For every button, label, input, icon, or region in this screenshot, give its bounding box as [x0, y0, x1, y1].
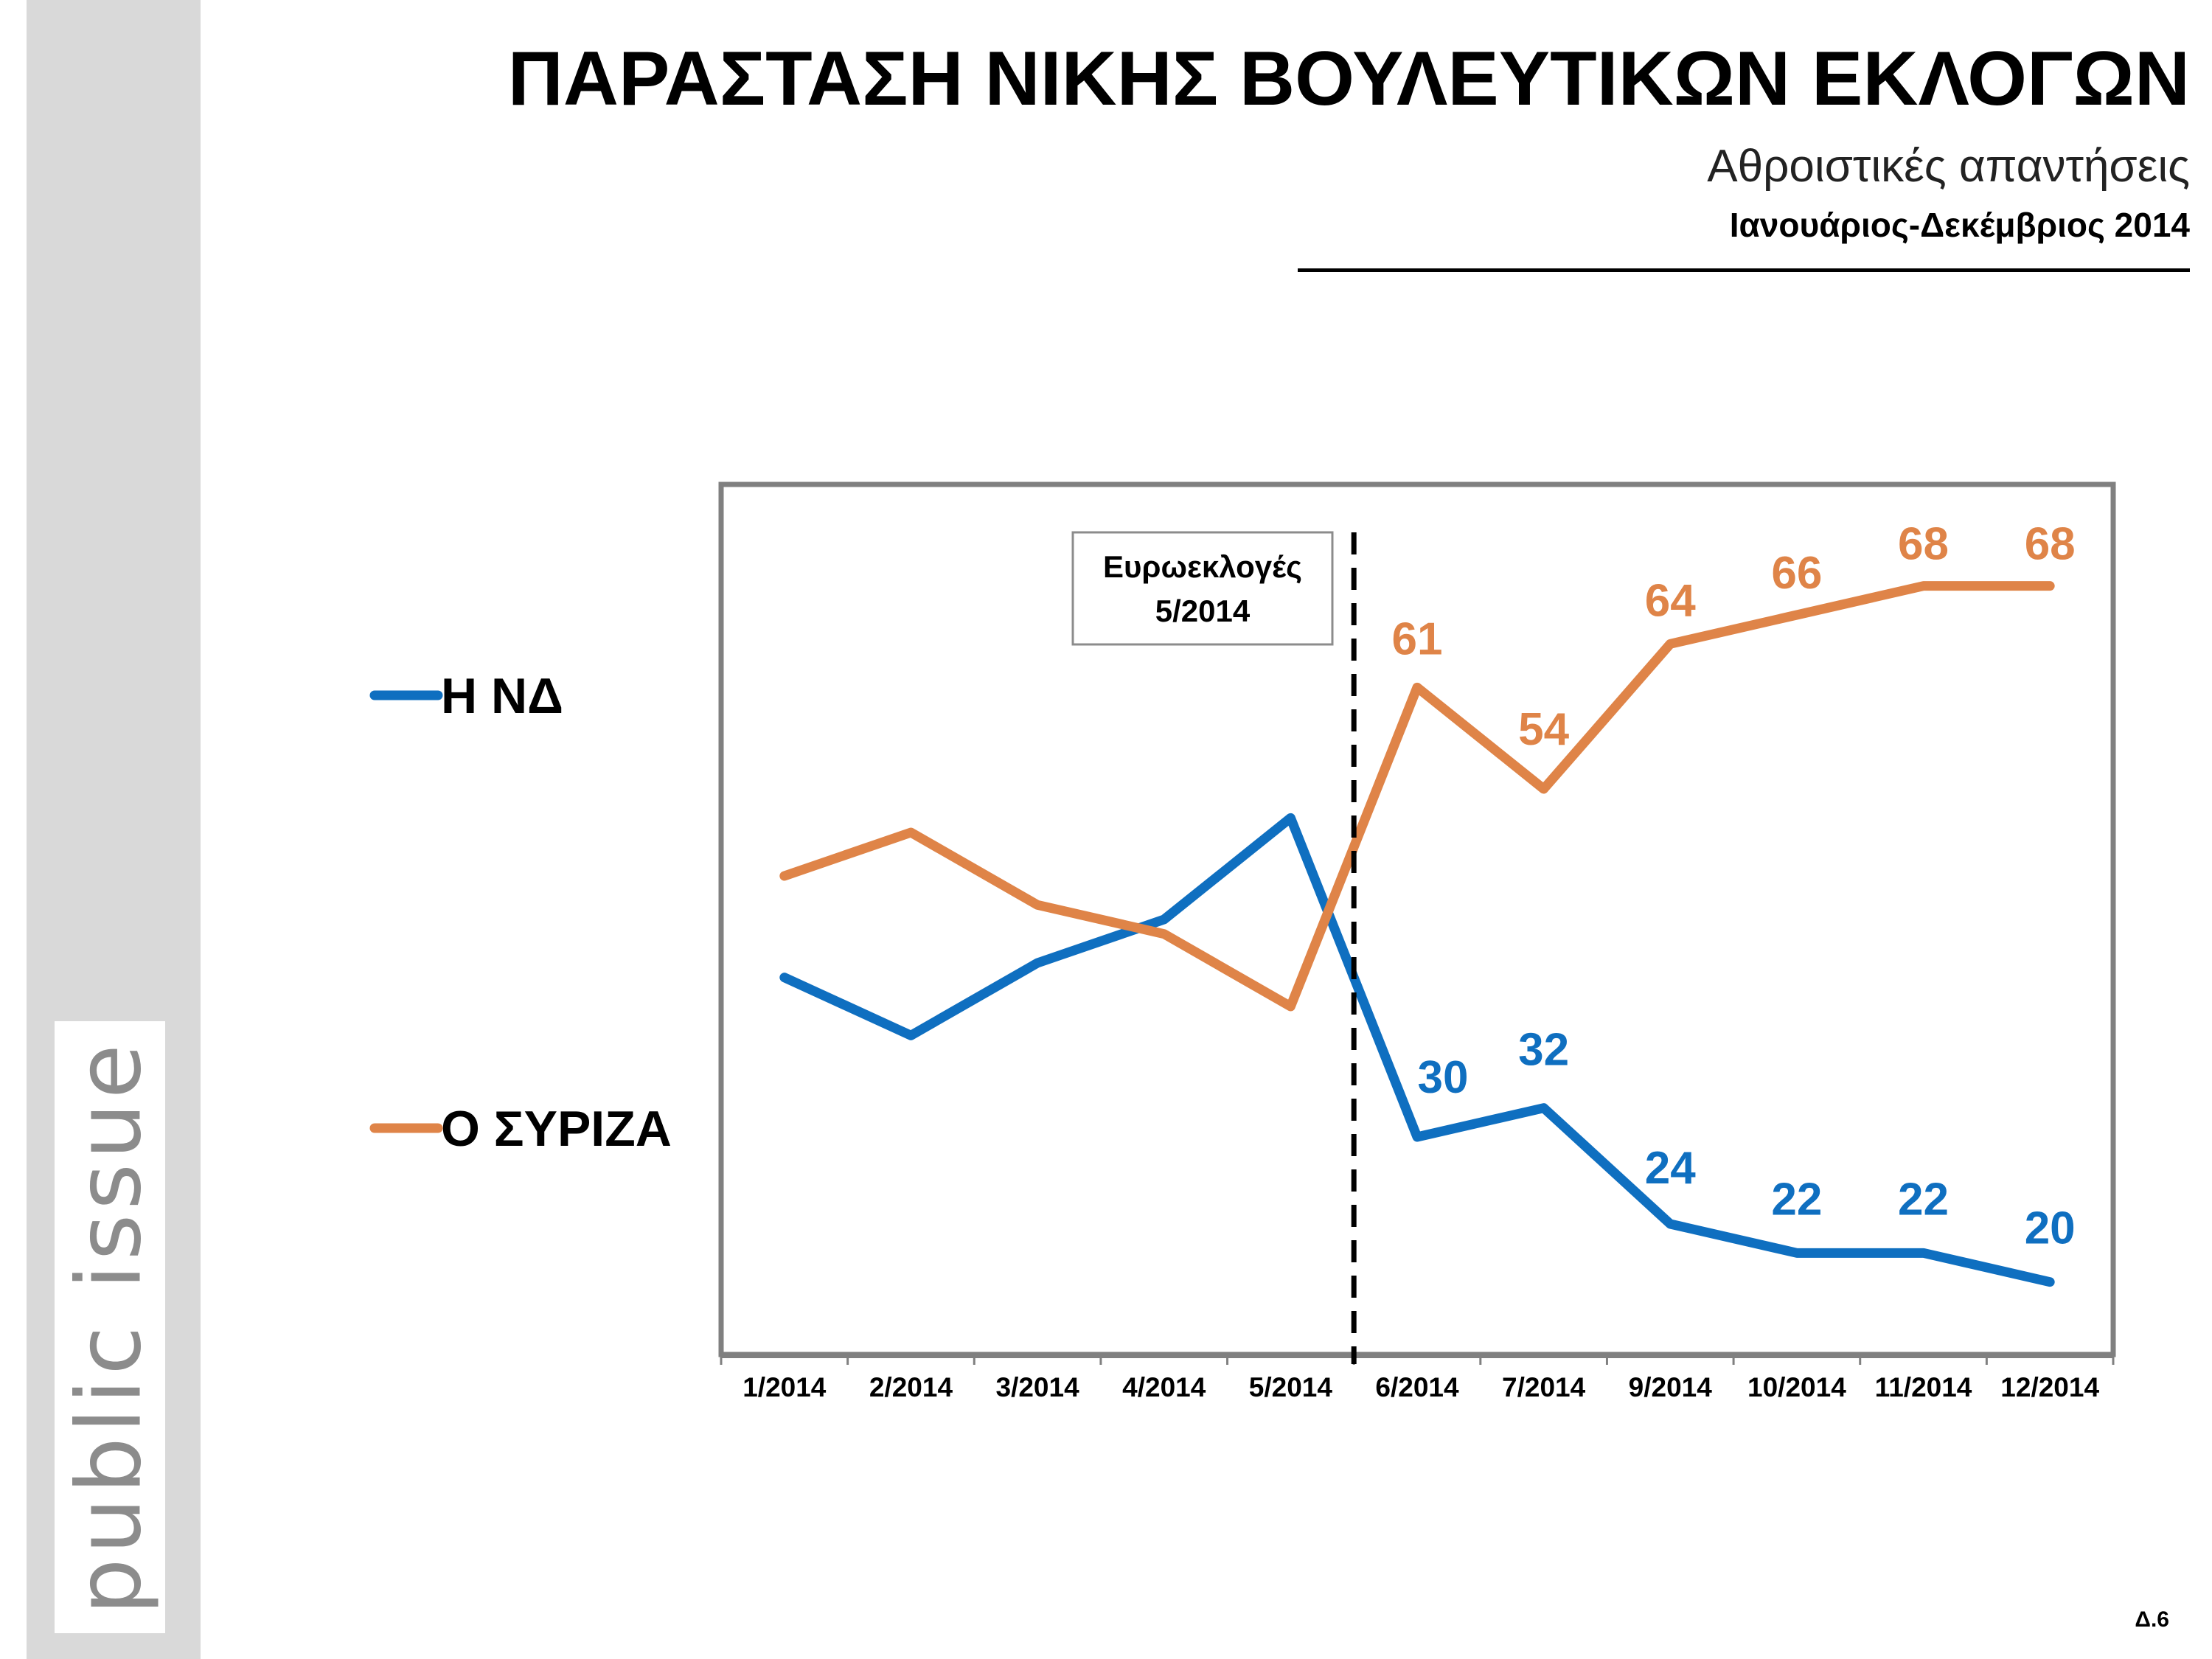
data-label: 61	[1392, 613, 1443, 664]
series-layer: 30 32 24 22 22 20 61 54 64 66 68 68	[779, 519, 2076, 1287]
series-line-nd	[779, 813, 2055, 1287]
x-axis: 1/2014 2/2014 3/2014 4/2014 5/2014 6/2014 7/20…	[720, 1354, 2115, 1402]
legend-label: Η ΝΔ	[441, 668, 563, 724]
data-label: 68	[2025, 519, 2076, 570]
series-line-syriza	[779, 581, 2055, 1012]
data-label: 66	[1771, 548, 1822, 599]
annotation-box	[1071, 531, 1334, 646]
data-label: 22	[1771, 1174, 1822, 1225]
page-title: ΠΑΡΑΣΤΑΣΗ ΝΙΚΗΣ ΒΟΥΛΕΥΤΙΚΩΝ ΕΚΛΟΓΩΝ	[507, 36, 2190, 122]
legend-label: Ο ΣΥΡΙΖΑ	[441, 1101, 672, 1157]
plot-frame	[718, 481, 2116, 1357]
data-label: 68	[1898, 519, 1949, 570]
title-underline	[1298, 268, 2190, 272]
data-label: 22	[1898, 1174, 1949, 1225]
data-label: 20	[2025, 1203, 2076, 1254]
x-tick-label: 4/2014	[1122, 1372, 1206, 1402]
page-subtitle: Αθροιστικές απαντήσεις	[1707, 141, 2190, 192]
data-label: 32	[1518, 1025, 1569, 1076]
x-tick-label: 11/2014	[1875, 1372, 1972, 1402]
data-label: 54	[1518, 704, 1569, 755]
x-tick-label: 7/2014	[1502, 1372, 1586, 1402]
annotation: Ευρωεκλογές 5/2014	[1071, 531, 1357, 1364]
data-label: 30	[1418, 1052, 1469, 1103]
x-tick-label: 9/2014	[1629, 1372, 1713, 1402]
x-tick-label: 1/2014	[742, 1372, 827, 1402]
annotation-text: 5/2014	[1155, 594, 1251, 628]
x-tick-label: 6/2014	[1375, 1372, 1459, 1402]
x-tick-label: 12/2014	[2000, 1372, 2099, 1402]
x-tick-label: 3/2014	[996, 1372, 1080, 1402]
slide-number: Δ.6	[2135, 1607, 2169, 1632]
brand-panel	[55, 1021, 165, 1633]
x-tick-label: 5/2014	[1249, 1372, 1333, 1402]
x-tick-label: 10/2014	[1747, 1372, 1846, 1402]
data-label: 64	[1645, 575, 1696, 626]
legend: Η ΝΔ Ο ΣΥΡΙΖΑ	[369, 668, 672, 1157]
annotation-text: Ευρωεκλογές	[1103, 549, 1302, 584]
x-tick-label: 2/2014	[869, 1372, 953, 1402]
data-label: 24	[1645, 1143, 1696, 1194]
period-label: Ιανουάριος-Δεκέμβριος 2014	[1729, 206, 2190, 244]
